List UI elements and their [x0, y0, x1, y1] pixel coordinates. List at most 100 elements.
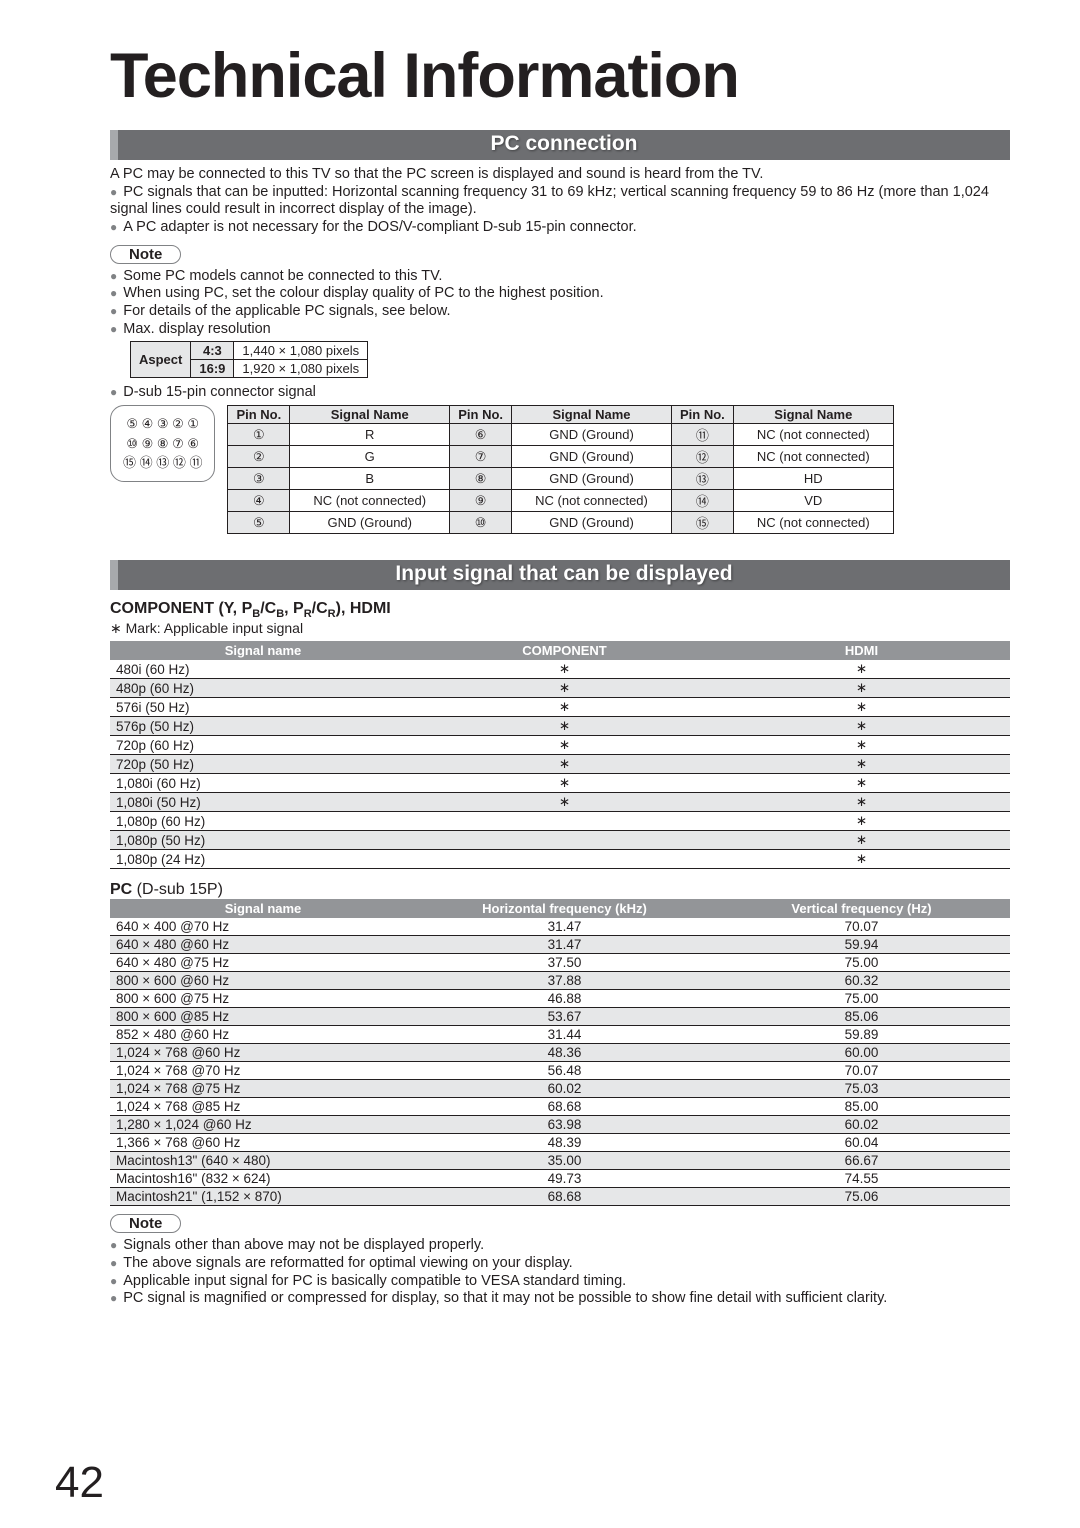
- pin-cell: ⑧: [450, 468, 512, 490]
- pin-cell: ⑩: [450, 512, 512, 534]
- comp-header-1: COMPONENT: [416, 641, 713, 660]
- pcsig-cell: Macintosh13" (640 × 480): [110, 1152, 416, 1170]
- pin-header-2: Pin No.: [450, 406, 512, 424]
- pin-cell: G: [290, 446, 450, 468]
- note-pill-input: Note: [110, 1214, 181, 1233]
- pin-diagram: ⑤ ④ ③ ② ① ⑩ ⑨ ⑧ ⑦ ⑥ ⑮ ⑭ ⑬ ⑫ ⑪: [110, 405, 215, 482]
- pcsig-cell: 1,280 × 1,024 @60 Hz: [110, 1116, 416, 1134]
- comp-header-2: HDMI: [713, 641, 1010, 660]
- pc-note-3: Max. display resolution: [110, 321, 1010, 339]
- pin-header-4: Pin No.: [672, 406, 734, 424]
- pcsig-cell: 75.03: [713, 1080, 1010, 1098]
- section-bar-input: Input signal that can be displayed: [110, 560, 1010, 590]
- comp-cell: ∗: [713, 736, 1010, 755]
- pc-intro: A PC may be connected to this TV so that…: [110, 166, 1010, 184]
- comp-cell: ∗: [713, 850, 1010, 869]
- comp-cell: ∗: [713, 831, 1010, 850]
- comp-cell: ∗: [416, 793, 713, 812]
- comp-cell: ∗: [416, 660, 713, 679]
- comp-cell: ∗: [416, 698, 713, 717]
- section-bar-pc: PC connection: [110, 130, 1010, 160]
- pcsig-cell: 46.88: [416, 990, 713, 1008]
- pcsig-cell: 68.68: [416, 1188, 713, 1206]
- pin-header-3: Signal Name: [512, 406, 672, 424]
- pcsig-cell: 35.00: [416, 1152, 713, 1170]
- comp-cell: ∗: [416, 717, 713, 736]
- comp-sub-r: R: [304, 608, 312, 620]
- pin-cell: GND (Ground): [512, 446, 672, 468]
- comp-cell: [416, 831, 713, 850]
- comp-post: ), HDMI: [336, 600, 391, 617]
- pcsig-cell: 60.00: [713, 1044, 1010, 1062]
- component-heading: COMPONENT (Y, PB/CB, PR/CR), HDMI: [110, 600, 1010, 620]
- pcsig-cell: 1,024 × 768 @75 Hz: [110, 1080, 416, 1098]
- comp-cell: 1,080p (60 Hz): [110, 812, 416, 831]
- pcsig-cell: 60.32: [713, 972, 1010, 990]
- pcsig-cell: 60.02: [416, 1080, 713, 1098]
- pcsig-cell: 1,024 × 768 @60 Hz: [110, 1044, 416, 1062]
- comp-cell: 576p (50 Hz): [110, 717, 416, 736]
- comp-cell: 576i (50 Hz): [110, 698, 416, 717]
- aspect-r1c0: 16:9: [191, 359, 234, 377]
- component-table: Signal nameCOMPONENTHDMI 480i (60 Hz)∗∗4…: [110, 641, 1010, 869]
- pcsig-cell: 800 × 600 @60 Hz: [110, 972, 416, 990]
- pin-header-1: Signal Name: [290, 406, 450, 424]
- pcsig-cell: 48.39: [416, 1134, 713, 1152]
- pcsig-cell: 75.00: [713, 954, 1010, 972]
- pcsig-cell: 66.67: [713, 1152, 1010, 1170]
- pin-cell: ①: [228, 424, 290, 446]
- pin-row3: ⑮ ⑭ ⑬ ⑫ ⑪: [123, 453, 202, 473]
- aspect-label: Aspect: [131, 341, 191, 377]
- comp-cell: 1,080i (60 Hz): [110, 774, 416, 793]
- pin-cell: ④: [228, 490, 290, 512]
- pc-note-2: For details of the applicable PC signals…: [110, 303, 1010, 321]
- pcsig-cell: 70.07: [713, 1062, 1010, 1080]
- pcsig-cell: Macintosh16" (832 × 624): [110, 1170, 416, 1188]
- pc-head-sub: (D-sub 15P): [132, 881, 223, 898]
- pc-note-1: When using PC, set the colour display qu…: [110, 285, 1010, 303]
- comp-mid2: /C: [260, 600, 276, 617]
- pcsig-cell: Macintosh21" (1,152 × 870): [110, 1188, 416, 1206]
- pcsig-cell: 31.47: [416, 936, 713, 954]
- pc-heading: PC (D-sub 15P): [110, 881, 1010, 899]
- comp-cell: ∗: [713, 698, 1010, 717]
- pcsig-cell: 37.88: [416, 972, 713, 990]
- pin-cell: R: [290, 424, 450, 446]
- pin-cell: HD: [733, 468, 893, 490]
- pcsig-cell: 1,366 × 768 @60 Hz: [110, 1134, 416, 1152]
- input-note-1: The above signals are reformatted for op…: [110, 1255, 1010, 1273]
- pcsig-cell: 68.68: [416, 1098, 713, 1116]
- comp-cell: ∗: [416, 679, 713, 698]
- comp-cell: 720p (50 Hz): [110, 755, 416, 774]
- pcsig-cell: 60.04: [713, 1134, 1010, 1152]
- comp-pre: COMPONENT: [110, 600, 214, 617]
- pcsig-cell: 31.47: [416, 918, 713, 936]
- pin-cell: ⑨: [450, 490, 512, 512]
- input-note-3: PC signal is magnified or compressed for…: [110, 1290, 1010, 1308]
- pcsig-header-0: Signal name: [110, 899, 416, 918]
- comp-cell: 480p (60 Hz): [110, 679, 416, 698]
- pcsig-cell: 75.06: [713, 1188, 1010, 1206]
- pin-cell: ⑤: [228, 512, 290, 534]
- comp-cell: ∗: [713, 755, 1010, 774]
- pin-cell: GND (Ground): [512, 468, 672, 490]
- pcsig-cell: 85.00: [713, 1098, 1010, 1116]
- comp-cell: [416, 850, 713, 869]
- comp-mid3: , P: [284, 600, 304, 617]
- pcsig-cell: 640 × 480 @75 Hz: [110, 954, 416, 972]
- pin-cell: ⑪: [672, 424, 734, 446]
- pcsig-header-2: Vertical frequency (Hz): [713, 899, 1010, 918]
- comp-cell: ∗: [713, 679, 1010, 698]
- comp-cell: ∗: [713, 774, 1010, 793]
- comp-cell: 480i (60 Hz): [110, 660, 416, 679]
- comp-mid4: /C: [312, 600, 328, 617]
- pin-cell: ⑫: [672, 446, 734, 468]
- comp-mid: (Y, P: [214, 600, 252, 617]
- pin-cell: NC (not connected): [733, 512, 893, 534]
- pin-header-5: Signal Name: [733, 406, 893, 424]
- pcsig-cell: 640 × 480 @60 Hz: [110, 936, 416, 954]
- comp-cell: ∗: [713, 812, 1010, 831]
- pin-row2: ⑩ ⑨ ⑧ ⑦ ⑥: [123, 434, 202, 454]
- pcsig-cell: 74.55: [713, 1170, 1010, 1188]
- pcsig-cell: 70.07: [713, 918, 1010, 936]
